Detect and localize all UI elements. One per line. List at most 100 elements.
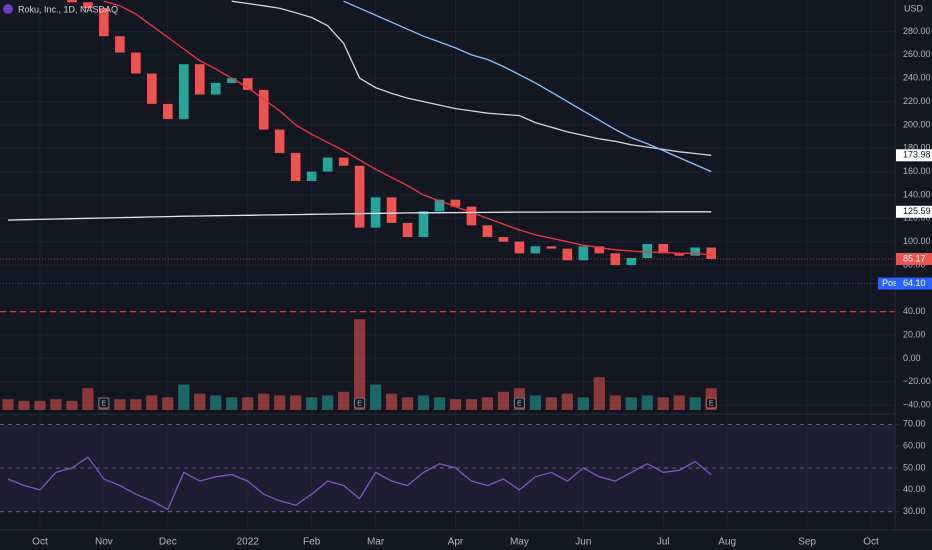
post-badge-name: Post [882,278,901,288]
volume-bar [66,400,78,410]
volume-bar [290,395,302,410]
volume-bar [545,397,557,410]
candle-body [594,246,605,254]
moving-average-line [7,211,712,221]
earnings-marker [354,397,366,409]
x-tick-label: Apr [448,537,464,548]
price-axis: −40.00−20.000.0020.0040.0080.00100.00120… [878,26,932,516]
candle-body [562,248,573,261]
x-tick-label: Jul [657,537,670,548]
candle-body [226,78,237,83]
candle-body [386,197,397,223]
y-tick-label: 40.00 [903,306,926,316]
rsi-tick-label: 40.00 [903,484,926,494]
volume-bar [385,393,398,410]
moving-average-line [103,0,712,256]
candle-body [578,246,589,261]
rsi-tick-label: 30.00 [903,506,926,516]
candle-body [402,222,413,237]
volume-bar [401,397,414,410]
value-badge-text: 173.98 [903,150,931,160]
value-badge [896,205,932,218]
x-tick-label: Mar [367,537,385,548]
volume-bar [130,399,142,410]
volume-bar [433,397,446,410]
candle-body [530,246,541,254]
y-tick-label: 20.00 [903,329,926,339]
candle-body [626,258,637,266]
moving-average-line [231,0,712,156]
candle-body [147,73,157,104]
volume-bar [497,391,510,410]
candle-body [242,78,253,90]
volume-bar [481,397,494,410]
volume-bar [593,377,605,410]
y-tick-label: 160.00 [903,166,931,176]
volume-bar [338,391,350,410]
x-tick-label: Sep [798,537,816,548]
earnings-label: E [517,400,522,407]
x-tick-label: Aug [718,537,736,548]
volume-bar [114,399,126,410]
last-price-badge [896,252,932,265]
volume-bar [673,395,685,410]
candle-body [706,247,716,259]
currency-label: USD [904,3,924,13]
x-tick-label: Oct [32,537,48,548]
rsi-tick-label: 50.00 [903,462,926,472]
x-tick-label: May [510,537,529,548]
earnings-marker [98,397,110,409]
x-tick-label: Feb [303,537,321,548]
volume-bar [306,397,318,410]
x-tick-label: Oct [863,537,879,548]
volume-bar [369,384,382,410]
y-tick-label: 220.00 [903,96,931,106]
value-badge-text: 125.59 [903,206,931,216]
volume-bar [641,395,653,410]
y-tick-label: 0.00 [903,353,921,363]
candle-body [290,152,301,181]
volume-bar [242,397,254,410]
volume-bar [657,397,669,410]
candle-body [338,157,349,166]
candle-body [466,206,477,226]
volume-bar [417,395,430,410]
candle-body [67,0,77,3]
candle-body [434,199,445,212]
volume-bar [561,393,573,410]
chart-title[interactable]: Roku, Inc., 1D, NASDAQ [18,4,118,14]
earnings-label: E [102,400,107,407]
candle-body [274,129,285,153]
last-price-badge-text: 85.17 [903,253,926,263]
candle-body [99,8,109,37]
volume-bar [258,393,270,410]
volume-bar [322,395,334,410]
candle-body [370,197,381,228]
candle-body [354,165,365,228]
candle-body [210,82,221,95]
earnings-marker [513,397,525,409]
rsi-line [7,456,712,511]
x-tick-label: Nov [95,537,113,548]
candle-body [115,36,125,53]
y-tick-label: 140.00 [903,189,931,199]
volume-bar [146,395,158,410]
candle-body [514,241,525,254]
volume-bar [2,399,14,410]
y-tick-label: −20.00 [903,376,931,386]
post-price-badge [896,277,932,290]
candle-body [163,103,173,120]
rsi-tick-label: 70.00 [903,419,926,429]
volume-bar [354,319,366,410]
grid [0,0,895,530]
y-tick-label: 280.00 [903,26,931,36]
symbol-logo [3,4,13,14]
earnings-label: E [357,400,362,407]
volume-bar [50,399,62,410]
volume-bar [18,400,30,410]
candle-body [306,171,317,181]
volume-bar [577,397,589,410]
x-tick-label: Dec [159,537,177,548]
